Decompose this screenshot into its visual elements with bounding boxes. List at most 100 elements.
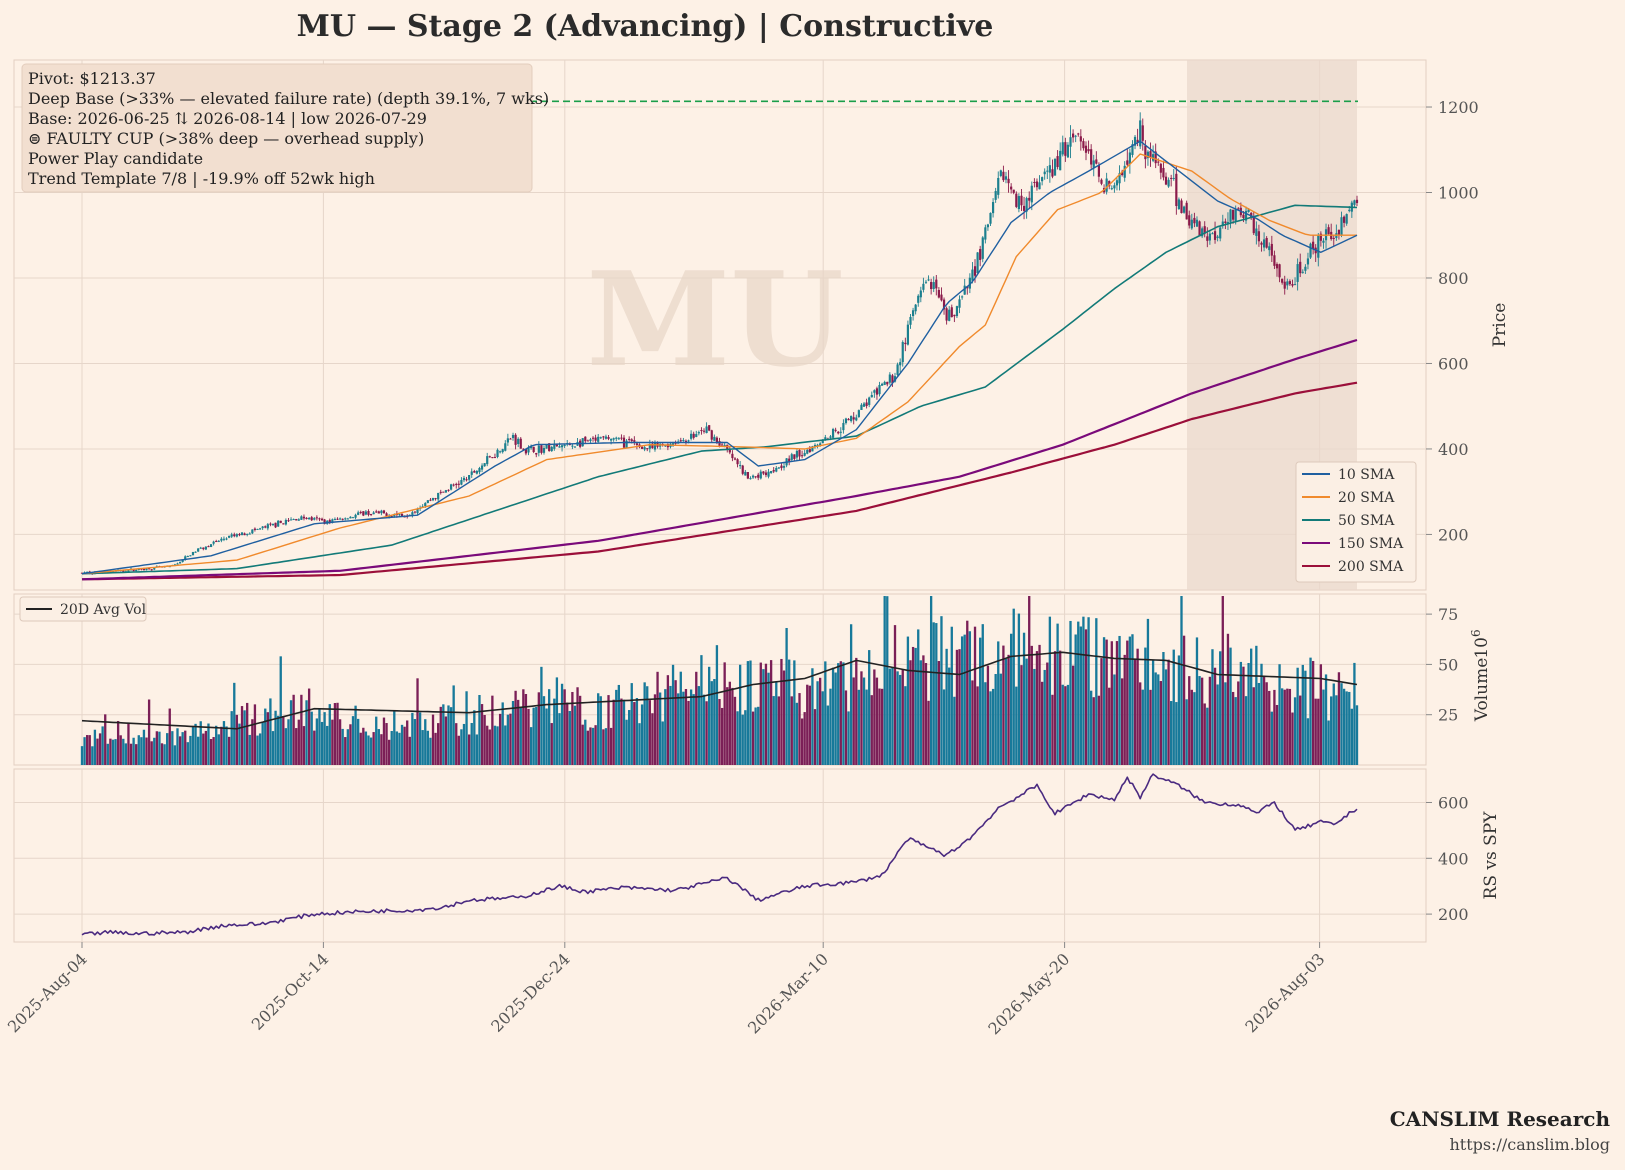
candle-body	[357, 512, 360, 515]
volume-bar-414	[1149, 689, 1152, 765]
candle-151	[470, 468, 473, 478]
candle-body	[834, 429, 837, 431]
volume-bar-183	[553, 698, 556, 765]
candle-191	[573, 445, 577, 448]
volume-bar-410	[1139, 682, 1142, 765]
candle-277	[795, 449, 799, 461]
candle-353	[991, 198, 995, 218]
candle-65	[248, 532, 251, 535]
candle-164	[504, 440, 507, 452]
candle-body	[1025, 198, 1028, 212]
candle-55	[222, 536, 226, 542]
candle-67	[253, 527, 257, 532]
candle-body	[899, 362, 902, 366]
volume-bar-409	[1136, 648, 1139, 765]
volume-bar-2	[86, 735, 89, 765]
candle-378	[1056, 150, 1059, 170]
candle-357	[1002, 165, 1005, 182]
candle-body	[684, 440, 688, 443]
candle-274	[788, 455, 791, 466]
candle-body	[426, 500, 429, 503]
candle-467	[1286, 278, 1289, 290]
volume-bar-308	[875, 677, 879, 765]
volume-bar-293	[837, 663, 840, 765]
candle-359	[1007, 170, 1010, 193]
candle-321	[909, 313, 912, 329]
candle-body	[186, 556, 189, 558]
volume-bar-420	[1164, 669, 1168, 765]
volume-bar-226	[664, 689, 667, 765]
volume-bar-466	[1283, 689, 1286, 765]
volume-bar-260	[751, 711, 755, 765]
volume-bar-60	[235, 714, 239, 765]
candle-493	[1353, 199, 1356, 208]
volume-bar-342	[963, 634, 966, 765]
volume-bar-288	[824, 661, 827, 765]
candle-body	[1154, 151, 1157, 164]
candle-401	[1115, 178, 1119, 191]
candle-body	[1340, 217, 1343, 235]
candle-body	[901, 342, 904, 363]
candle-body	[320, 518, 324, 521]
candle-395	[1100, 178, 1103, 186]
legend-label-0: 10 SMA	[1338, 467, 1395, 483]
volume-bar-59	[233, 682, 236, 765]
candle-404	[1123, 161, 1126, 182]
candle-48	[204, 546, 207, 551]
volume-bar-463	[1275, 704, 1279, 765]
volume-bar-45	[196, 736, 200, 765]
candle-body	[302, 516, 306, 519]
candle-body	[1046, 170, 1049, 172]
candle-body	[842, 422, 845, 431]
candle-75	[274, 522, 277, 529]
volume-bar-207	[615, 689, 618, 765]
volume-bar-66	[251, 719, 254, 765]
candle-411	[1141, 118, 1144, 151]
volume-bar-356	[999, 673, 1002, 765]
candle-100	[338, 517, 342, 520]
candle-336	[948, 306, 951, 322]
candle-194	[581, 437, 584, 447]
volume-bar-482	[1324, 674, 1328, 765]
candle-435	[1203, 221, 1206, 238]
candle-body	[795, 450, 799, 458]
volume-bar-211	[625, 719, 628, 765]
volume-bar-10	[106, 743, 109, 765]
candle-91	[315, 515, 318, 521]
candle-body	[932, 282, 935, 289]
volume-bar-56	[225, 726, 228, 765]
annotation-line-deep-base: Deep Base (>33% — elevated failure rate)…	[28, 89, 549, 108]
candle-309	[878, 381, 881, 397]
candle-469	[1291, 279, 1294, 288]
candle-body	[491, 457, 494, 459]
volume-bar-312	[886, 596, 889, 765]
volume-bar-130	[416, 678, 419, 765]
candle-body	[589, 439, 592, 442]
volume-bar-214	[633, 702, 636, 765]
candle-body	[728, 448, 731, 453]
candle-body	[1146, 151, 1150, 159]
candle-body	[1118, 173, 1121, 184]
candle-27	[150, 569, 153, 571]
candle-464	[1278, 263, 1281, 283]
candle-body	[560, 445, 564, 448]
candle-475	[1306, 252, 1310, 270]
volume-bar-212	[628, 710, 631, 765]
candle-body	[1105, 178, 1108, 192]
candle-70	[261, 525, 264, 530]
candle-body	[455, 483, 458, 486]
candle-264	[762, 471, 765, 476]
candle-489	[1342, 215, 1346, 228]
candle-body	[749, 478, 752, 480]
candle-body	[713, 436, 716, 441]
volume-bar-199	[594, 725, 597, 765]
volume-bar-266	[767, 672, 770, 765]
volume-bar-161	[496, 726, 499, 765]
volume-bar-95	[326, 725, 329, 765]
candle-296	[844, 417, 848, 425]
candle-body	[1038, 182, 1041, 190]
candle-body	[986, 224, 990, 228]
volume-bar-468	[1288, 688, 1292, 765]
volume-bar-12	[111, 739, 115, 765]
candle-body	[207, 546, 210, 548]
